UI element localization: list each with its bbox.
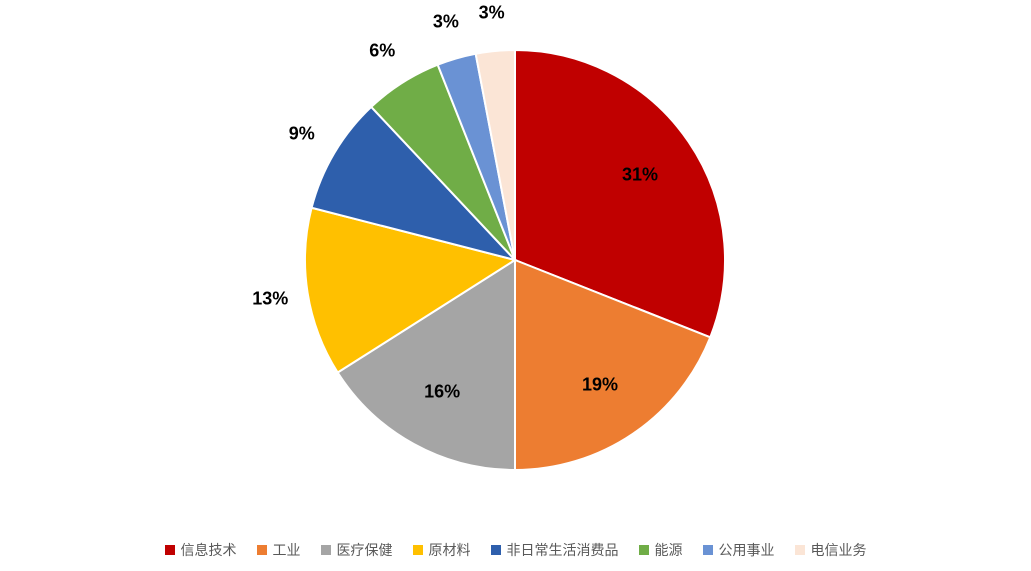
legend-label: 医疗保健 <box>337 540 393 560</box>
pie-chart-svg <box>0 0 1031 571</box>
slice-label: 9% <box>289 123 315 144</box>
legend-marker <box>639 545 649 555</box>
legend-item: 原材料 <box>413 540 471 560</box>
legend-marker <box>413 545 423 555</box>
slice-label: 3% <box>479 3 505 24</box>
legend-marker <box>165 545 175 555</box>
pie-chart-container: 信息技术 工业 医疗保健 原材料 非日常生活消费品 能源 公用事业 电信业务 31% 19% 16… <box>0 0 1031 571</box>
legend-label: 信息技术 <box>181 540 237 560</box>
legend: 信息技术 工业 医疗保健 原材料 非日常生活消费品 能源 公用事业 电信业务 <box>0 540 1031 560</box>
slice-label: 3% <box>433 12 459 33</box>
legend-marker <box>491 545 501 555</box>
slice-label: 13% <box>252 288 288 309</box>
legend-marker <box>257 545 267 555</box>
legend-item: 非日常生活消费品 <box>491 540 619 560</box>
legend-label: 公用事业 <box>719 540 775 560</box>
legend-label: 原材料 <box>429 540 471 560</box>
legend-label: 能源 <box>655 540 683 560</box>
legend-item: 工业 <box>257 540 301 560</box>
legend-item: 信息技术 <box>165 540 237 560</box>
slice-label: 6% <box>369 40 395 61</box>
slice-label: 31% <box>622 165 658 186</box>
slice-label: 19% <box>582 375 618 396</box>
legend-item: 电信业务 <box>795 540 867 560</box>
legend-label: 工业 <box>273 540 301 560</box>
legend-label: 非日常生活消费品 <box>507 540 619 560</box>
legend-marker <box>321 545 331 555</box>
legend-marker <box>703 545 713 555</box>
legend-item: 医疗保健 <box>321 540 393 560</box>
legend-marker <box>795 545 805 555</box>
legend-label: 电信业务 <box>811 540 867 560</box>
slice-label: 16% <box>424 382 460 403</box>
legend-item: 能源 <box>639 540 683 560</box>
legend-item: 公用事业 <box>703 540 775 560</box>
